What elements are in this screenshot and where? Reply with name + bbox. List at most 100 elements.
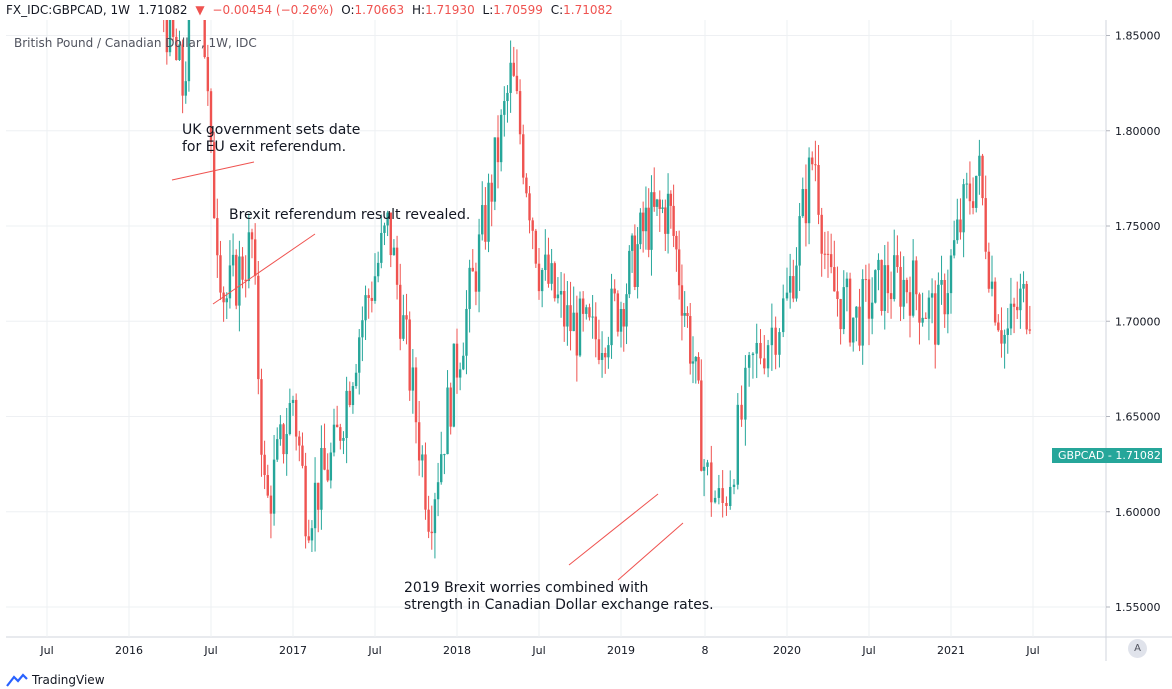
- candle-body: [216, 218, 219, 256]
- candle-body: [636, 244, 639, 288]
- candle-body: [647, 207, 650, 250]
- tradingview-logo[interactable]: TradingView: [6, 673, 105, 687]
- candle-body: [414, 367, 418, 423]
- candle-body: [597, 339, 601, 360]
- candle-body: [877, 259, 880, 271]
- candle-body: [677, 249, 681, 286]
- candle-body: [968, 183, 972, 202]
- candle-body: [839, 299, 842, 330]
- annotation-referendum-date: UK government sets date for EU exit refe…: [182, 122, 360, 156]
- candle-body: [222, 292, 225, 303]
- candle-body: [553, 263, 556, 299]
- candle-body: [518, 91, 522, 135]
- candle-body: [630, 235, 634, 251]
- candle-body: [940, 279, 943, 285]
- annotation-2019-worries: 2019 Brexit worries combined with streng…: [404, 580, 714, 614]
- candle-body: [380, 232, 383, 263]
- annotation-referendum-result: Brexit referendum result revealed.: [229, 207, 471, 223]
- candle-body: [430, 531, 433, 534]
- candle-body: [446, 387, 449, 455]
- close-label: C:: [550, 3, 564, 17]
- candle-body: [588, 307, 591, 318]
- candle-body: [540, 270, 544, 292]
- candle-body: [672, 205, 675, 236]
- candle-body: [804, 189, 808, 224]
- candle-body: [661, 207, 664, 209]
- candle-body: [788, 276, 792, 293]
- candle-body: [845, 278, 849, 288]
- candle-body: [886, 265, 890, 294]
- candle-body: [367, 295, 370, 298]
- candle-body: [908, 292, 912, 316]
- candle-body: [896, 255, 899, 267]
- candle-body: [421, 454, 424, 461]
- candle-body: [855, 306, 858, 318]
- candle-body: [778, 332, 781, 355]
- x-tick-label: Jul: [861, 644, 875, 657]
- candle-body: [436, 482, 440, 500]
- candle-body: [1009, 303, 1013, 329]
- candle-body: [653, 192, 656, 207]
- candle-body: [263, 454, 266, 476]
- candle-body: [323, 447, 326, 470]
- candle-body: [937, 284, 940, 345]
- last-price-label: GBPCAD - 1.71082: [1052, 448, 1162, 463]
- x-tick-label: Jul: [39, 644, 53, 657]
- candle-body: [361, 320, 364, 338]
- candle-body: [209, 91, 213, 143]
- candle-body: [392, 247, 396, 256]
- candle-body: [515, 75, 519, 92]
- candle-body: [717, 488, 721, 498]
- candle-body: [301, 445, 304, 466]
- candle-body: [559, 291, 563, 295]
- chart-svg[interactable]: 1.85000 1.80000 1.75000 1.70000 1.65000 1.600…: [6, 20, 1172, 661]
- candle-body: [683, 313, 686, 316]
- candle-body: [335, 424, 339, 428]
- candle-body: [893, 255, 896, 300]
- candle-body: [279, 424, 282, 440]
- candle-body: [959, 219, 962, 233]
- y-tick-label: 1.85000: [1115, 30, 1161, 43]
- candle-body: [826, 253, 830, 255]
- candle-body: [563, 291, 566, 327]
- candle-body: [556, 294, 560, 299]
- candle-body: [399, 284, 402, 339]
- symbol-label[interactable]: FX_IDC:GBPCAD, 1W: [6, 3, 131, 17]
- candle-body: [842, 287, 845, 330]
- candle-body: [610, 288, 613, 346]
- candle-body: [490, 182, 493, 202]
- low-value: 1.70599: [493, 3, 543, 17]
- candle-body: [823, 253, 827, 255]
- candle-body: [585, 307, 588, 314]
- candle-body: [905, 279, 909, 293]
- candle-body: [639, 212, 642, 245]
- candle-body: [175, 36, 178, 61]
- candle-body: [669, 193, 673, 206]
- candle-body: [342, 437, 345, 441]
- candle-body: [700, 380, 703, 471]
- candle-body: [534, 230, 538, 264]
- auto-scale-button[interactable]: A: [1128, 639, 1147, 658]
- last-price: 1.71082: [137, 3, 188, 17]
- candle-body: [496, 137, 500, 163]
- high-value: 1.71930: [425, 3, 475, 17]
- x-tick-label: Jul: [531, 644, 545, 657]
- candle-body: [493, 137, 497, 202]
- candle-body: [1003, 334, 1006, 344]
- x-tick-label: 2016: [115, 644, 143, 657]
- candle-body: [503, 101, 506, 115]
- price-label-symbol: GBPCAD: [1058, 449, 1105, 462]
- candle-body: [405, 315, 408, 320]
- candle-body: [918, 294, 921, 323]
- candle-body: [1006, 328, 1009, 335]
- candle-body: [686, 313, 689, 317]
- candle-body: [984, 198, 987, 252]
- candle-body: [544, 254, 547, 271]
- candle-body: [987, 251, 991, 289]
- candle-body: [625, 294, 628, 327]
- open-value: 1.70663: [354, 3, 405, 17]
- price-label-value: 1.71082: [1115, 449, 1161, 462]
- chart-area[interactable]: 1.85000 1.80000 1.75000 1.70000 1.65000 1.600…: [6, 20, 1172, 661]
- candle-body: [736, 404, 739, 485]
- candle-body: [509, 62, 512, 93]
